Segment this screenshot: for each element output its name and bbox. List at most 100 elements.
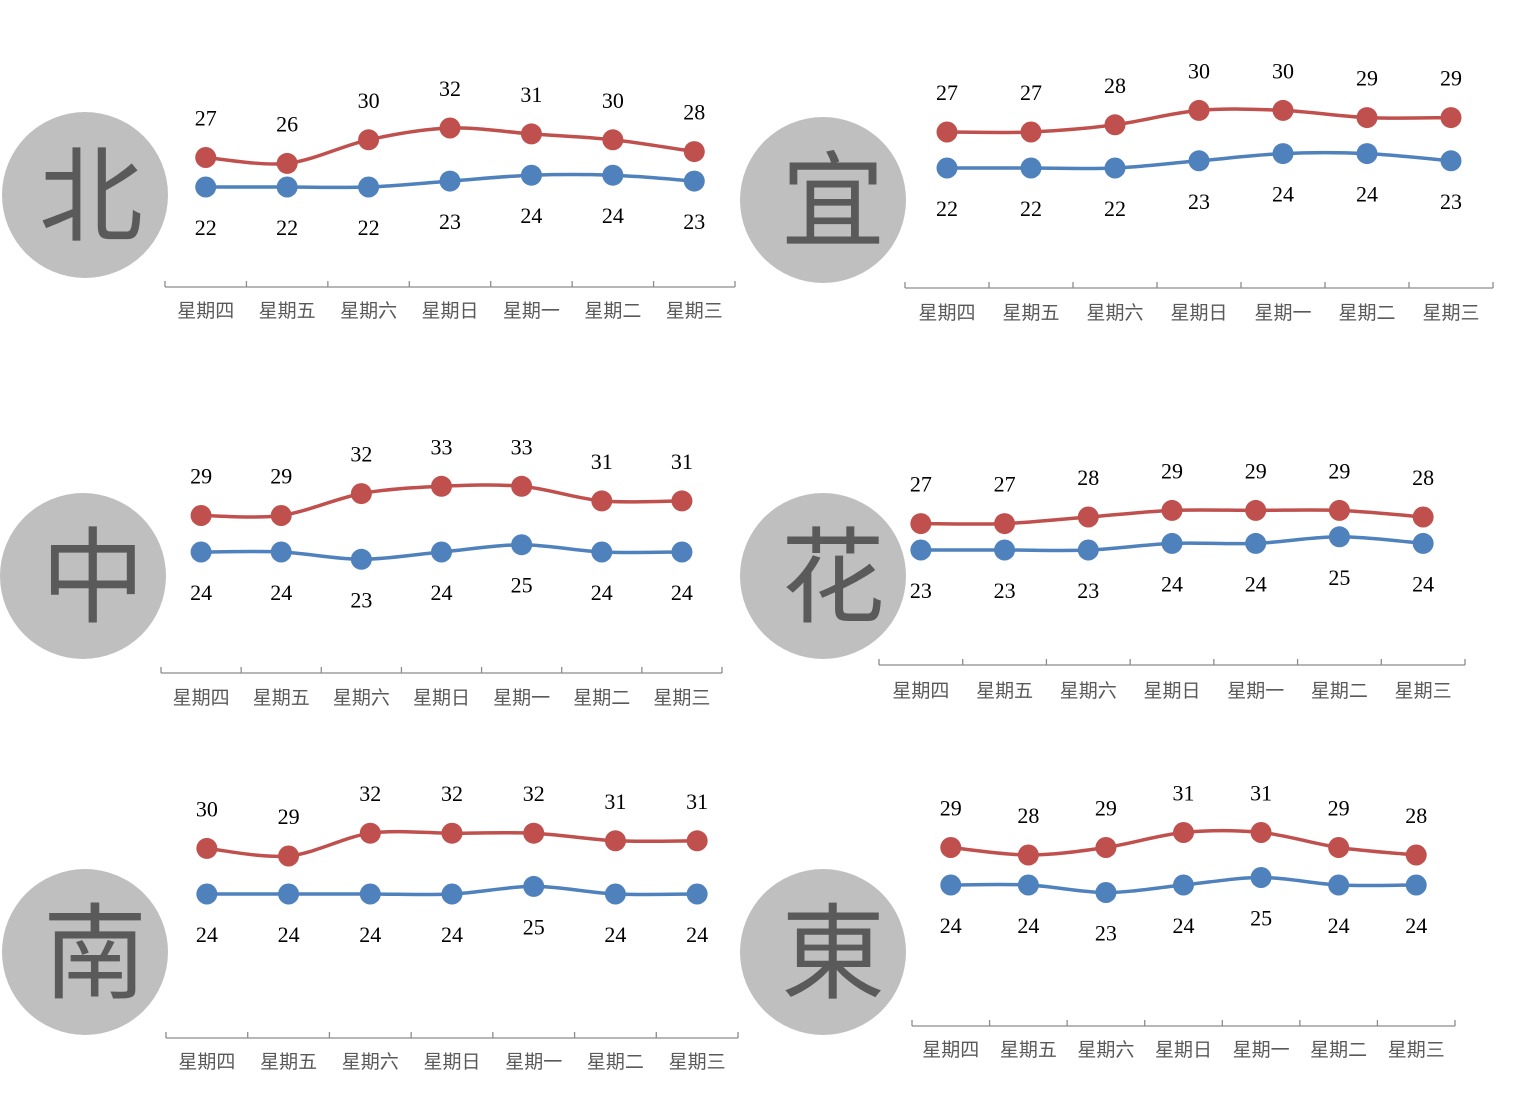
high-temp-point [1077,506,1099,528]
low-temp-label: 24 [196,922,218,947]
region-badge [0,493,166,659]
x-tick-label: 星期四 [173,687,230,709]
high-temp-point [686,830,708,852]
low-temp-point [1250,867,1272,888]
low-temp-label: 23 [1077,578,1099,603]
low-temp-label: 25 [1250,906,1272,931]
high-temp-label: 29 [1328,458,1350,483]
high-temp-point [1095,837,1117,858]
low-temp-label: 25 [523,914,545,939]
high-temp-point [190,505,212,526]
x-tick-label: 星期二 [587,1051,644,1073]
low-temp-point [910,539,932,561]
x-tick-label: 星期三 [669,1051,726,1073]
low-temp-label: 24 [1173,913,1195,938]
low-temp-label: 22 [936,196,958,221]
high-temp-label: 31 [1173,781,1195,806]
x-tick-label: 星期一 [1233,1039,1290,1061]
x-tick-label: 星期五 [260,1051,317,1073]
low-temp-point [511,534,533,556]
high-temp-label: 31 [604,789,626,814]
x-tick-label: 星期五 [976,680,1033,702]
high-temp-label: 27 [936,80,958,105]
high-temp-label: 33 [511,434,533,459]
high-temp-label: 28 [1077,465,1099,490]
low-temp-label: 23 [910,578,932,603]
low-temp-point [940,874,962,896]
region-name: 中 [41,517,145,639]
x-tick-label: 星期一 [505,1051,562,1073]
low-temp-label: 24 [1405,913,1427,938]
low-temp-point [671,541,693,563]
x-tick-label: 星期五 [259,300,316,322]
x-tick-label: 星期二 [1338,302,1395,324]
high-temp-label: 27 [1020,80,1042,105]
high-temp-point [441,822,463,844]
x-tick-label: 星期六 [1086,302,1143,324]
x-tick-label: 星期五 [1000,1039,1057,1061]
high-temp-point [511,475,533,497]
x-tick-label: 星期五 [1002,302,1059,324]
x-tick-label: 星期六 [1077,1039,1134,1061]
low-temp-label: 24 [190,580,212,605]
high-temp-label: 30 [1188,58,1210,83]
low-temp-label: 22 [195,215,217,240]
high-temp-point [431,475,452,497]
high-temp-point [1405,844,1427,866]
low-temp-point [431,541,452,563]
high-temp-point [1328,837,1350,858]
high-temp-point [359,822,381,844]
high-temp-point [591,490,613,512]
x-tick-label: 星期日 [1170,302,1227,324]
low-temp-label: 24 [1017,913,1039,938]
high-temp-point [439,117,461,139]
high-temp-point [1161,499,1183,521]
high-temp-label: 31 [686,789,708,814]
high-temp-label: 29 [270,464,292,489]
low-temp-point [190,541,212,563]
low-temp-label: 22 [276,215,298,240]
low-temp-label: 24 [431,580,453,605]
high-temp-point [358,129,380,151]
high-temp-point [671,490,693,512]
high-temp-label: 33 [431,434,453,459]
low-temp-label: 23 [1095,921,1117,946]
low-temp-label: 24 [671,580,693,605]
low-temp-label: 23 [1188,189,1210,214]
high-temp-label: 31 [520,82,542,107]
low-temp-point [1077,539,1099,561]
low-temp-point [359,883,381,905]
high-temp-point [683,141,705,163]
high-temp-point [1356,107,1378,129]
low-temp-point [350,548,372,570]
x-tick-label: 星期一 [493,687,550,709]
region-name: 宜 [781,141,885,263]
low-temp-point [1017,874,1039,896]
high-temp-point [1173,822,1194,843]
high-temp-point [1017,844,1039,866]
high-temp-label: 29 [1245,458,1267,483]
low-temp-point [278,883,300,905]
low-temp-label: 24 [591,580,613,605]
high-temp-label: 31 [1250,781,1272,806]
high-temp-label: 28 [1017,803,1039,828]
high-temp-label: 29 [1440,66,1462,91]
low-temp-point [1245,532,1267,554]
high-temp-label: 28 [1405,803,1427,828]
high-temp-label: 30 [358,88,380,113]
low-temp-point [1272,143,1294,165]
high-temp-point [1188,99,1210,121]
x-tick-label: 星期三 [1395,680,1452,702]
high-temp-point [523,822,545,844]
high-temp-label: 27 [910,472,932,497]
high-temp-point [1020,121,1042,143]
high-temp-label: 29 [278,804,300,829]
high-temp-label: 26 [276,111,298,136]
low-temp-point [683,170,705,192]
high-temp-point [278,845,300,867]
low-temp-label: 22 [1020,196,1042,221]
low-temp-label: 24 [1412,571,1434,596]
region-name: 花 [781,517,885,639]
